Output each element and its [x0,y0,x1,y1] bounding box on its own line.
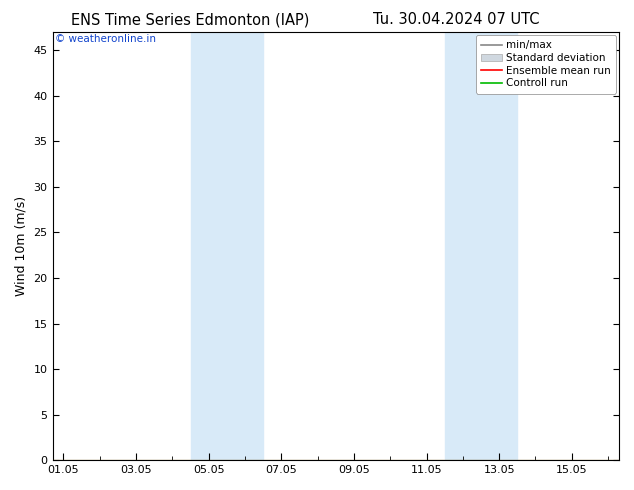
Y-axis label: Wind 10m (m/s): Wind 10m (m/s) [15,196,28,296]
Text: © weatheronline.in: © weatheronline.in [55,34,157,44]
Legend: min/max, Standard deviation, Ensemble mean run, Controll run: min/max, Standard deviation, Ensemble me… [476,35,616,94]
Bar [444,32,517,460]
Text: ENS Time Series Edmonton (IAP): ENS Time Series Edmonton (IAP) [71,12,309,27]
Text: Tu. 30.04.2024 07 UTC: Tu. 30.04.2024 07 UTC [373,12,540,27]
Bar [191,32,263,460]
